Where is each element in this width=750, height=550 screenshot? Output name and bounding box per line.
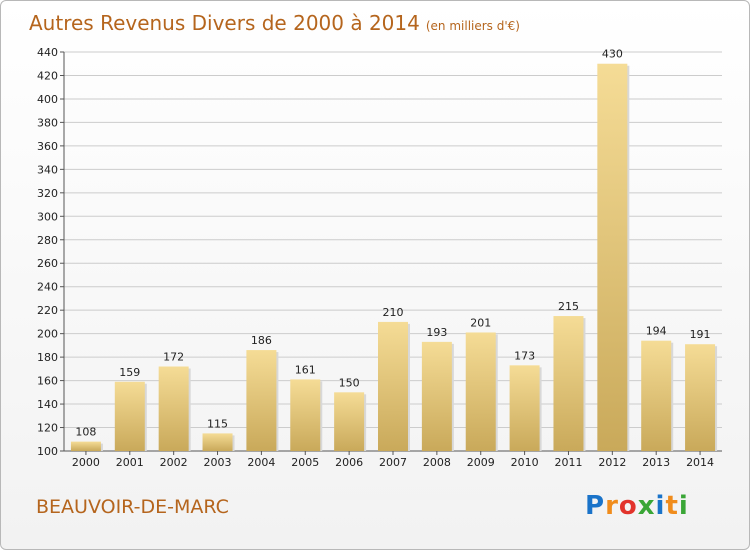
data-label: 150	[339, 376, 360, 389]
commune-name: BEAUVOIR-DE-MARC	[36, 496, 229, 518]
y-tick-label: 300	[37, 210, 58, 223]
unit-label: (en milliers d'€)	[425, 19, 520, 33]
logo-letter: t	[665, 491, 679, 521]
data-label: 210	[383, 306, 404, 319]
y-tick-label: 200	[37, 328, 58, 341]
data-label: 172	[163, 351, 184, 364]
bar	[158, 366, 189, 451]
data-label: 159	[119, 366, 140, 379]
logo-letter: x	[637, 491, 656, 521]
title-text: Autres Revenus Divers de 2000 à 2014	[29, 11, 420, 35]
logo-letter: P	[585, 491, 606, 521]
x-tick-label: 2004	[247, 456, 275, 469]
y-tick-label: 360	[37, 140, 58, 153]
data-label: 430	[602, 48, 623, 61]
y-tick-label: 420	[37, 69, 58, 82]
x-tick-label: 2002	[160, 456, 188, 469]
x-tick-label: 2014	[686, 456, 714, 469]
bar	[202, 433, 233, 451]
data-label: 161	[295, 363, 316, 376]
y-tick-label: 140	[37, 398, 58, 411]
data-label: 115	[207, 417, 228, 430]
data-label: 194	[646, 325, 667, 338]
y-tick-label: 120	[37, 422, 58, 435]
bar	[685, 344, 716, 451]
logo-letter: o	[618, 491, 638, 521]
bar	[465, 332, 496, 451]
bar	[246, 350, 277, 451]
bar	[378, 321, 408, 451]
y-tick-label: 340	[37, 163, 58, 176]
y-tick-label: 320	[37, 187, 58, 200]
x-tick-label: 2008	[423, 456, 451, 469]
data-label: 215	[558, 300, 579, 313]
data-label: 193	[426, 326, 447, 339]
data-label: 191	[690, 328, 711, 341]
y-tick-label: 440	[37, 46, 58, 59]
x-tick-label: 2005	[291, 456, 319, 469]
y-tick-label: 400	[37, 93, 58, 106]
bar	[334, 392, 365, 451]
bar	[421, 341, 452, 451]
x-tick-label: 2003	[204, 456, 232, 469]
y-tick-label: 240	[37, 281, 58, 294]
logo-letter: i	[678, 491, 689, 521]
bar	[114, 381, 145, 451]
bar	[597, 63, 628, 452]
bar	[290, 379, 321, 451]
logo-letter: r	[605, 491, 619, 521]
x-tick-label: 2011	[554, 456, 582, 469]
x-tick-label: 2001	[116, 456, 144, 469]
y-tick-label: 220	[37, 304, 58, 317]
x-tick-label: 2009	[467, 456, 495, 469]
chart-title: Autres Revenus Divers de 2000 à 2014 (en …	[29, 11, 520, 35]
y-tick-label: 180	[37, 351, 58, 364]
y-tick-label: 160	[37, 375, 58, 388]
data-label: 201	[470, 316, 491, 329]
x-tick-label: 2010	[511, 456, 539, 469]
y-tick-label: 100	[37, 445, 58, 458]
x-tick-label: 2006	[335, 456, 363, 469]
data-label: 108	[75, 426, 96, 439]
data-label: 186	[251, 334, 272, 347]
x-tick-label: 2000	[72, 456, 100, 469]
bar	[641, 340, 672, 451]
bar	[509, 365, 540, 451]
x-tick-label: 2007	[379, 456, 407, 469]
bar	[70, 441, 101, 451]
logo-letter: i	[655, 491, 666, 521]
y-tick-label: 380	[37, 116, 58, 129]
y-tick-label: 280	[37, 234, 58, 247]
x-tick-label: 2013	[642, 456, 670, 469]
x-tick-label: 2012	[598, 456, 626, 469]
y-tick-label: 260	[37, 257, 58, 270]
proxiti-logo: Proxiti	[585, 491, 689, 521]
bar	[553, 316, 584, 451]
data-label: 173	[514, 349, 535, 362]
